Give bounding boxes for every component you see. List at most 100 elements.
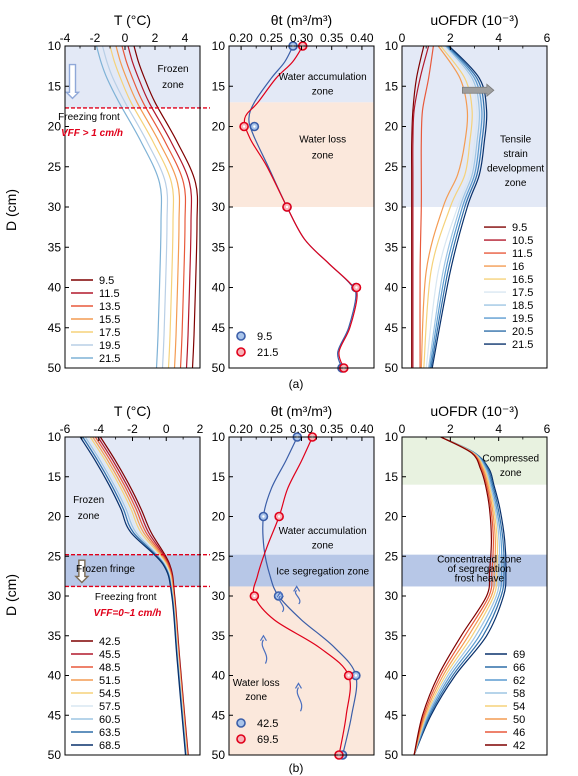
series-line-21.5 (95, 45, 163, 369)
y-tick-label: 50 (385, 361, 399, 375)
x-tick-label: 0.20 (229, 422, 253, 436)
y-tick-label: 10 (385, 430, 399, 444)
y-tick-label: 40 (385, 281, 399, 295)
direction-arrow-icon (462, 83, 495, 98)
x-tick-label: -6 (60, 422, 71, 436)
legend-entry: 68.5 (99, 740, 120, 752)
caption-a: (a) (289, 377, 304, 391)
annotation-text: Water loss (299, 135, 346, 146)
y-tick-label: 20 (48, 120, 62, 134)
annotation-text: Tensile (500, 135, 532, 146)
x-axis-label: T (°C) (114, 12, 151, 28)
x-tick-label: -4 (60, 31, 71, 45)
legend-entry: 62 (513, 675, 525, 687)
x-axis-label: T (°C) (114, 403, 151, 419)
y-tick-label: 10 (212, 430, 226, 444)
data-point-center (285, 205, 289, 209)
series-line-19.5 (101, 45, 169, 369)
annotation-text: Freezing front (58, 112, 120, 123)
flow-arrow-icon (278, 595, 285, 613)
legend-entry: 13.5 (99, 301, 120, 313)
series-line-16.5 (423, 45, 473, 369)
data-point-center (262, 515, 265, 518)
series-line-17.5 (425, 45, 478, 369)
annotation-text: Frozen (73, 495, 104, 506)
flow-arrow-icon (294, 589, 301, 605)
legend-entry: 21.5 (512, 339, 533, 351)
legend-entry: 16 (512, 261, 524, 273)
y-tick-label: 20 (212, 510, 226, 524)
y-tick-label: 35 (48, 240, 62, 254)
series-line-20.5 (430, 45, 485, 369)
annotation-text: zone (78, 511, 100, 522)
y-tick-label: 15 (48, 470, 62, 484)
annotation-text: zone (162, 80, 184, 91)
legend-entry: 21.5 (99, 353, 120, 365)
x-tick-label: 6 (544, 31, 551, 45)
data-point-center (355, 286, 358, 289)
flow-arrow-head-icon (259, 634, 267, 642)
y-tick-label: 40 (212, 669, 226, 683)
zone-band (229, 102, 374, 207)
annotation-text: Frozen (157, 64, 188, 75)
legend-entry: 46 (513, 727, 525, 739)
y-tick-label: 25 (48, 160, 62, 174)
y-tick-label: 40 (48, 281, 62, 295)
y-tick-label: 20 (385, 510, 399, 524)
legend-entry: 51.5 (99, 675, 120, 687)
y-tick-label: 45 (212, 321, 226, 335)
legend-entry: 50 (513, 714, 525, 726)
y-tick-label: 10 (385, 39, 399, 53)
annotation-text: VFF=0~1 cm/h (94, 608, 162, 619)
series-line-69 (413, 436, 507, 756)
x-tick-label: 0.40 (350, 31, 374, 45)
series-line-17.5 (109, 45, 175, 369)
legend-entry: 11.5 (512, 248, 533, 260)
y-tick-label: 15 (212, 79, 226, 93)
x-tick-label: 2 (447, 422, 454, 436)
y-tick-label: 45 (385, 708, 399, 722)
y-tick-label: 10 (48, 430, 62, 444)
x-tick-label: 2 (447, 31, 454, 45)
caption-b: (b) (289, 761, 304, 775)
y-tick-label: 30 (212, 200, 226, 214)
legend-entry: 15.5 (99, 314, 120, 326)
y-tick-label: 30 (48, 200, 62, 214)
y-tick-label: 35 (385, 240, 399, 254)
zone-band (229, 437, 374, 555)
legend-entry: 9.5 (257, 331, 272, 343)
y-tick-label: 40 (212, 281, 226, 295)
y-tick-label: 25 (48, 549, 62, 563)
y-tick-label: 45 (385, 321, 399, 335)
series-line-15.5 (115, 45, 181, 369)
y-tick-label: 25 (212, 549, 226, 563)
x-axis-label: θt (m³/m³) (271, 12, 332, 28)
annotation-text: zone (245, 692, 267, 703)
x-tick-label: -2 (127, 422, 138, 436)
annotation-text: VFF > 1 cm/h (61, 128, 123, 139)
data-point-center (347, 674, 350, 677)
legend-entry: 66 (513, 662, 525, 674)
annotation-text: zone (312, 151, 334, 162)
legend-entry: 69.5 (257, 734, 278, 746)
x-tick-label: 0.25 (260, 31, 284, 45)
legend-entry: 42.5 (99, 636, 120, 648)
x-tick-label: -4 (93, 422, 104, 436)
annotation-text: zone (312, 540, 334, 551)
series-line-62 (413, 436, 503, 756)
x-axis-label: θt (m³/m³) (271, 403, 332, 419)
y-tick-label: 15 (48, 79, 62, 93)
y-tick-label: 35 (212, 240, 226, 254)
y-tick-label: 35 (48, 629, 62, 643)
legend-entry: 17.5 (512, 287, 533, 299)
annotation-text: zone (500, 468, 522, 479)
x-tick-label: 0.20 (229, 31, 253, 45)
legend-entry: 60.5 (99, 714, 120, 726)
zone-band (229, 586, 374, 755)
y-tick-label: 45 (48, 708, 62, 722)
y-axis-label-bottom: D (cm) (3, 574, 19, 616)
y-tick-label: 40 (48, 669, 62, 683)
series-line-11.5 (419, 45, 434, 369)
annotation-text: Water accumulation (279, 526, 367, 537)
y-tick-label: 25 (385, 160, 399, 174)
